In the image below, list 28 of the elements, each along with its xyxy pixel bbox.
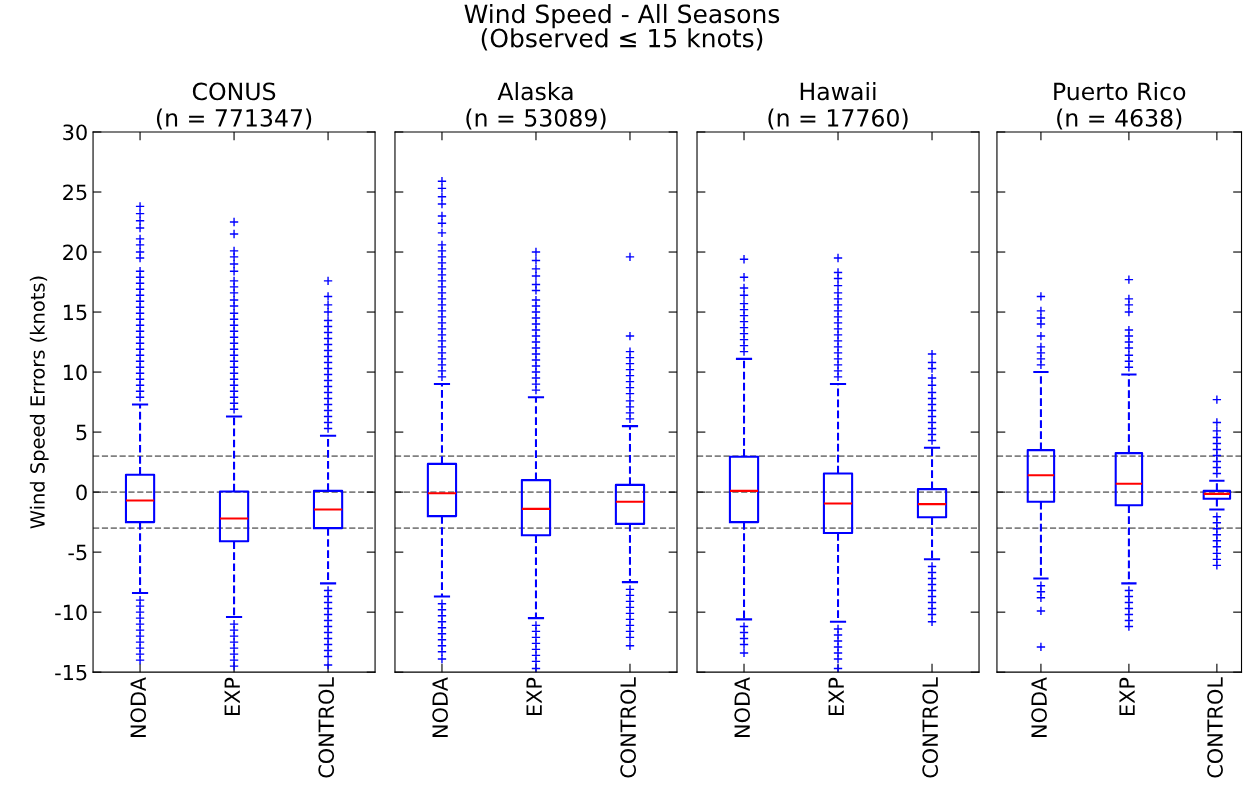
y-axis-title: Wind Speed Errors (knots) — [29, 276, 49, 529]
y-tick-label: 0 — [76, 484, 87, 501]
x-tick-label: CONTROL — [922, 677, 939, 778]
chart-title: CONUS (n = 771347) — [156, 82, 312, 130]
x-tick-label: EXP — [828, 677, 844, 715]
text: Wind Speed - All Seasons (Observed ≤ 15 knots) — [464, 3, 780, 51]
x-tick-label: EXP — [224, 677, 240, 715]
y-tick-label: 5 — [76, 424, 87, 441]
x-tick-label: EXP — [1119, 677, 1135, 715]
y-tick-label: 25 — [63, 184, 87, 201]
chart-title: Hawaii (n = 17760) — [768, 82, 908, 130]
x-tick-label: CONTROL — [620, 677, 637, 778]
y-tick-label: 30 — [63, 124, 87, 141]
y-tick-label: -10 — [55, 604, 87, 621]
x-tick-label: EXP — [526, 677, 542, 715]
y-tick-label: 15 — [63, 304, 87, 321]
x-tick-label: NODA — [130, 677, 147, 737]
chart-title: Puerto Rico (n = 4638) — [1054, 82, 1186, 130]
x-tick-label: NODA — [432, 677, 449, 737]
chart-title: Alaska (n = 53089) — [466, 82, 606, 130]
x-tick-label: NODA — [734, 677, 751, 737]
x-tick-label: NODA — [1031, 677, 1047, 737]
x-tick-label: CONTROL — [1207, 677, 1223, 778]
y-tick-label: 20 — [63, 244, 87, 261]
y-tick-label: -5 — [68, 544, 87, 561]
x-tick-label: CONTROL — [318, 677, 335, 778]
y-tick-label: -15 — [55, 664, 87, 681]
y-tick-label: 10 — [63, 364, 87, 381]
